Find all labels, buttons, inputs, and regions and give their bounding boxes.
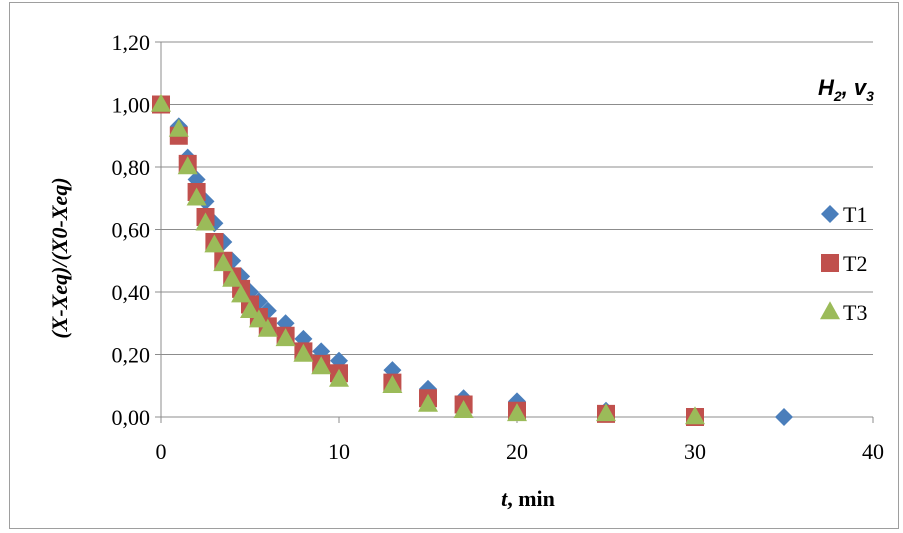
point-t3 xyxy=(204,234,225,253)
chart-frame: 0,00 0,20 0,40 0,60 0,80 1,00 1,20 0 10 20 30 40 T… xyxy=(9,2,899,529)
point-t3 xyxy=(151,93,171,112)
point-t3 xyxy=(222,268,243,287)
x-axis-variable: t xyxy=(501,486,508,511)
legend-marker-t1 xyxy=(821,205,839,223)
data-points xyxy=(151,93,793,426)
series-t1 xyxy=(152,95,793,426)
y-tick-label: 0,80 xyxy=(112,155,151,180)
point-t3 xyxy=(685,406,705,425)
legend-label: T2 xyxy=(843,251,867,276)
annotation-v: v xyxy=(854,75,868,100)
y-tick-label: 0,60 xyxy=(112,218,151,243)
annotation-v-sub: 3 xyxy=(866,88,874,104)
legend-label: T3 xyxy=(843,300,867,325)
point-t3 xyxy=(177,156,198,175)
point-t3 xyxy=(507,403,527,422)
x-tick-label: 20 xyxy=(506,439,528,464)
x-tick-labels: 0 10 20 30 40 xyxy=(156,439,885,464)
legend-marker-t3 xyxy=(820,301,840,320)
point-t3 xyxy=(240,299,260,318)
x-tick-label: 10 xyxy=(328,439,350,464)
annotation-h: H xyxy=(818,75,835,100)
y-tick-label: 0,20 xyxy=(112,343,151,368)
series-annotation: H2, v3 xyxy=(818,75,874,104)
point-t3 xyxy=(257,318,278,337)
legend-marker-t2 xyxy=(821,254,839,272)
point-t3 xyxy=(329,368,349,387)
point-t1 xyxy=(775,408,793,426)
legend-item-t2: T2 xyxy=(821,251,867,276)
y-tick-label: 1,00 xyxy=(112,93,151,118)
annotation-sep: , xyxy=(841,75,854,100)
gridlines xyxy=(161,41,873,355)
x-tick-label: 30 xyxy=(684,439,706,464)
x-tick-label: 0 xyxy=(156,439,167,464)
point-t3 xyxy=(231,284,252,303)
chart-svg: 0,00 0,20 0,40 0,60 0,80 1,00 1,20 0 10 20 30 40 T… xyxy=(47,30,885,511)
point-t3 xyxy=(453,399,474,418)
point-t3 xyxy=(195,212,216,231)
point-t3 xyxy=(275,328,296,347)
legend-item-t1: T1 xyxy=(821,202,867,227)
annotation-h-sub: 2 xyxy=(833,88,842,104)
y-tick-label: 0,00 xyxy=(112,405,151,430)
x-axis-title: t, min xyxy=(501,486,555,511)
legend-label: T1 xyxy=(843,202,867,227)
axes xyxy=(155,41,874,423)
point-t3 xyxy=(248,309,269,328)
x-axis-unit: , min xyxy=(507,486,555,511)
point-t3 xyxy=(382,374,403,393)
point-t3 xyxy=(311,356,332,375)
series-t3 xyxy=(151,93,705,425)
y-tick-label: 1,20 xyxy=(112,30,151,55)
legend: T1 T2 T3 xyxy=(820,202,867,325)
y-tick-labels: 0,00 0,20 0,40 0,60 0,80 1,00 1,20 xyxy=(112,30,151,430)
legend-item-t3: T3 xyxy=(820,300,867,325)
point-t3 xyxy=(418,393,438,412)
point-t3 xyxy=(596,403,616,422)
point-t3 xyxy=(293,343,314,362)
point-t3 xyxy=(213,253,234,272)
y-tick-label: 0,40 xyxy=(112,280,151,305)
y-axis-title: (X-Xeq)/(X0-Xeq) xyxy=(47,177,72,338)
point-t3 xyxy=(168,118,189,137)
x-tick-label: 40 xyxy=(862,439,884,464)
point-t3 xyxy=(186,187,207,206)
